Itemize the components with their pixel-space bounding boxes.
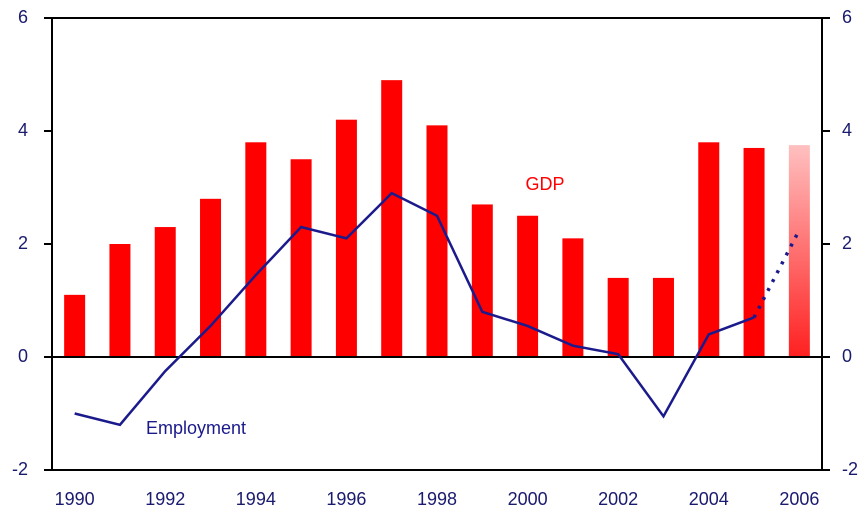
line	[74, 191, 755, 427]
y-tick-label: -2	[12, 459, 28, 479]
y-tick-label: 0	[18, 346, 28, 366]
y-tick-label: 4	[18, 120, 28, 140]
bar	[652, 277, 674, 357]
bar	[426, 125, 448, 357]
x-tick-label: 1998	[417, 489, 457, 509]
forecast-line	[752, 229, 801, 319]
bar	[64, 294, 86, 357]
bar	[788, 145, 810, 357]
x-tick-label: 2000	[508, 489, 548, 509]
y2-tick-label: -2	[842, 459, 858, 479]
x-tick-label: 1994	[236, 489, 276, 509]
x-tick-label: 1992	[145, 489, 185, 509]
x-tick-label: 2004	[689, 489, 729, 509]
y2-tick-label: 0	[842, 346, 852, 366]
y-tick-label: 6	[18, 7, 28, 27]
x-tick-label: 1996	[326, 489, 366, 509]
bar	[200, 198, 222, 357]
bar	[562, 238, 584, 357]
bar	[381, 80, 403, 358]
series-label: Employment	[146, 418, 246, 438]
bar	[607, 277, 629, 357]
bar	[517, 215, 539, 357]
x-tick-label: 1990	[55, 489, 95, 509]
bar	[290, 159, 312, 357]
bar	[471, 204, 493, 357]
x-tick-label: 2002	[598, 489, 638, 509]
series-label: GDP	[525, 174, 564, 194]
y2-tick-label: 2	[842, 233, 852, 253]
bar	[109, 244, 131, 357]
y2-tick-label: 4	[842, 120, 852, 140]
bar	[698, 142, 720, 357]
x-tick-label: 2006	[779, 489, 819, 509]
bar	[743, 147, 765, 357]
bar	[245, 142, 267, 357]
bar	[154, 227, 176, 357]
y-tick-label: 2	[18, 233, 28, 253]
plot-frame	[51, 17, 823, 471]
y2-tick-label: 6	[842, 7, 852, 27]
